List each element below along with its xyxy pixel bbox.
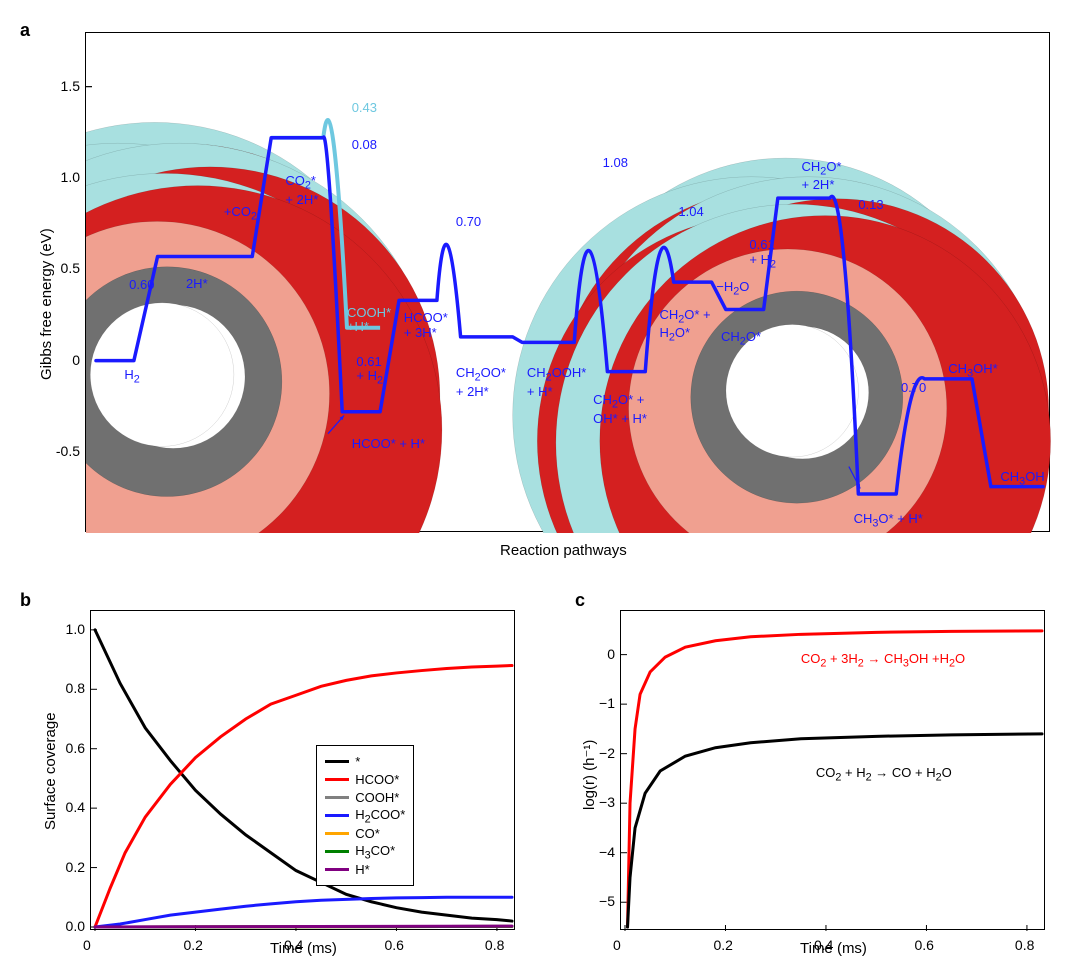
panel-a-chart: -0.500.51.01.50.60H22H*+CO2CO2*+ 2H*0.43…: [85, 32, 1050, 532]
legend-label: CO*: [355, 826, 380, 841]
panel-b-xlabel: Time (ms): [270, 940, 337, 957]
panel-c-ytick: −1: [591, 695, 615, 711]
legend-swatch: [325, 796, 349, 799]
panel-a-annot: CH2OOH*+ H*: [527, 366, 586, 399]
panel-a-annot: 0.60: [129, 278, 154, 292]
panel-c-xtick: 0.2: [713, 937, 732, 953]
panel-a-ytick: 1.0: [48, 169, 80, 185]
panel-b-ytick: 0.2: [57, 859, 85, 875]
panel-b-ytick: 0.8: [57, 680, 85, 696]
panel-a-annot: CH3OH: [1000, 470, 1044, 489]
panel-a-annot: 1.08: [603, 156, 628, 170]
panel-b-xtick: 0.6: [384, 937, 403, 953]
panel-a-ylabel: Gibbs free energy (eV): [38, 228, 55, 380]
panel-a-annot: −H2O: [716, 280, 749, 299]
legend-swatch: [325, 814, 349, 817]
panel-b-ylabel: Surface coverage: [42, 712, 59, 830]
panel-c-annot: CO2 + 3H2 → CH3OH +H2O: [801, 652, 965, 671]
panel-c-chart: −5−4−3−2−1000.20.40.60.8CO2 + 3H2 → CH3O…: [620, 610, 1045, 930]
panel-b-label: b: [20, 590, 31, 611]
panel-a-annot: CH2O*+ 2H*: [802, 160, 842, 193]
panel-a-label: a: [20, 20, 30, 41]
panel-c-annot: CO2 + H2 → CO + H2O: [816, 766, 952, 785]
legend-item: CO*: [325, 825, 405, 842]
panel-c-xtick: 0.8: [1015, 937, 1034, 953]
panel-a-annot: 0.08: [352, 138, 377, 152]
panel-a-annot: CH2OO*+ 2H*: [456, 366, 506, 399]
panel-a-annot: CH3O* + H*: [854, 512, 923, 531]
panel-b-legend: * HCOO* COOH* H2COO*CO* H3CO*H*: [316, 745, 414, 886]
panel-b-xtick: 0.8: [485, 937, 504, 953]
legend-label: COOH*: [355, 790, 399, 805]
panel-a-ytick: -0.5: [48, 443, 80, 459]
panel-b-xtick: 0.2: [183, 937, 202, 953]
legend-swatch: [325, 760, 349, 763]
legend-item: H3CO*: [325, 843, 405, 860]
panel-a-annot: +CO2: [224, 205, 257, 224]
legend-label: *: [355, 754, 360, 769]
panel-a-annot: 1.04: [678, 205, 703, 219]
panel-a-annot: 0.43: [352, 101, 377, 115]
panel-b-ytick: 0.4: [57, 799, 85, 815]
panel-b-ytick: 0.6: [57, 740, 85, 756]
panel-c-ytick: −5: [591, 893, 615, 909]
legend-label: H3CO*: [355, 843, 395, 862]
panel-a-annot: 0.61+ H2: [749, 238, 776, 271]
panel-a-annot: 2H*: [186, 277, 208, 291]
panel-a-annot: CH3OH*: [948, 362, 997, 381]
legend-item: COOH*: [325, 789, 405, 806]
legend-swatch: [325, 868, 349, 871]
panel-a-annot: 0.70: [901, 381, 926, 395]
legend-item: *: [325, 753, 405, 770]
legend-item: HCOO*: [325, 771, 405, 788]
legend-swatch: [325, 778, 349, 781]
legend-label: H2COO*: [355, 807, 405, 826]
legend-item: H2COO*: [325, 807, 405, 824]
panel-a-annot: COOH*+H*: [347, 306, 391, 335]
legend-label: HCOO*: [355, 772, 399, 787]
panel-b-chart: *HCOO*COOH*H2COO*CO*H3CO*H* 0.00.20.40.6…: [90, 610, 515, 930]
panel-a-annot: HCOO* + H*: [352, 437, 425, 451]
figure: a -0.500.51.01.50.60H22H*+CO2CO2*+ 2H*0.…: [20, 20, 1060, 960]
panel-b-svg: [91, 611, 516, 931]
panel-c-label: c: [575, 590, 585, 611]
panel-a-annot: CH2O* +H2O*: [659, 308, 710, 345]
panel-a-annot: CH2O*: [721, 330, 761, 349]
panel-a-annot: HCOO*+ 3H*: [404, 311, 448, 340]
panel-c-ytick: 0: [591, 646, 615, 662]
legend-label: H*: [355, 862, 369, 877]
panel-a-annot: 0.70: [456, 215, 481, 229]
panel-c-xtick: 0.6: [914, 937, 933, 953]
panel-a-annot: H2: [124, 368, 139, 387]
panel-a-annot: 0.13: [858, 198, 883, 212]
legend-swatch: [325, 832, 349, 835]
panel-c-ytick: −4: [591, 844, 615, 860]
panel-a-xlabel: Reaction pathways: [500, 542, 627, 559]
panel-a-svg: [86, 33, 1051, 533]
legend-item: H*: [325, 861, 405, 878]
panel-c-xtick: 0: [613, 937, 621, 953]
legend-swatch: [325, 850, 349, 853]
panel-b-ytick: 1.0: [57, 621, 85, 637]
panel-b-xtick: 0: [83, 937, 91, 953]
panel-c-xlabel: Time (ms): [800, 940, 867, 957]
panel-b-ytick: 0.0: [57, 918, 85, 934]
panel-a-annot: CH2O* +OH* + H*: [593, 393, 647, 426]
panel-c-ylabel: log(r) (h⁻¹): [580, 740, 598, 810]
panel-a-annot: 0.61+ H2: [356, 355, 383, 388]
panel-a-ytick: 1.5: [48, 78, 80, 94]
panel-a-annot: CO2*+ 2H*: [285, 174, 318, 207]
